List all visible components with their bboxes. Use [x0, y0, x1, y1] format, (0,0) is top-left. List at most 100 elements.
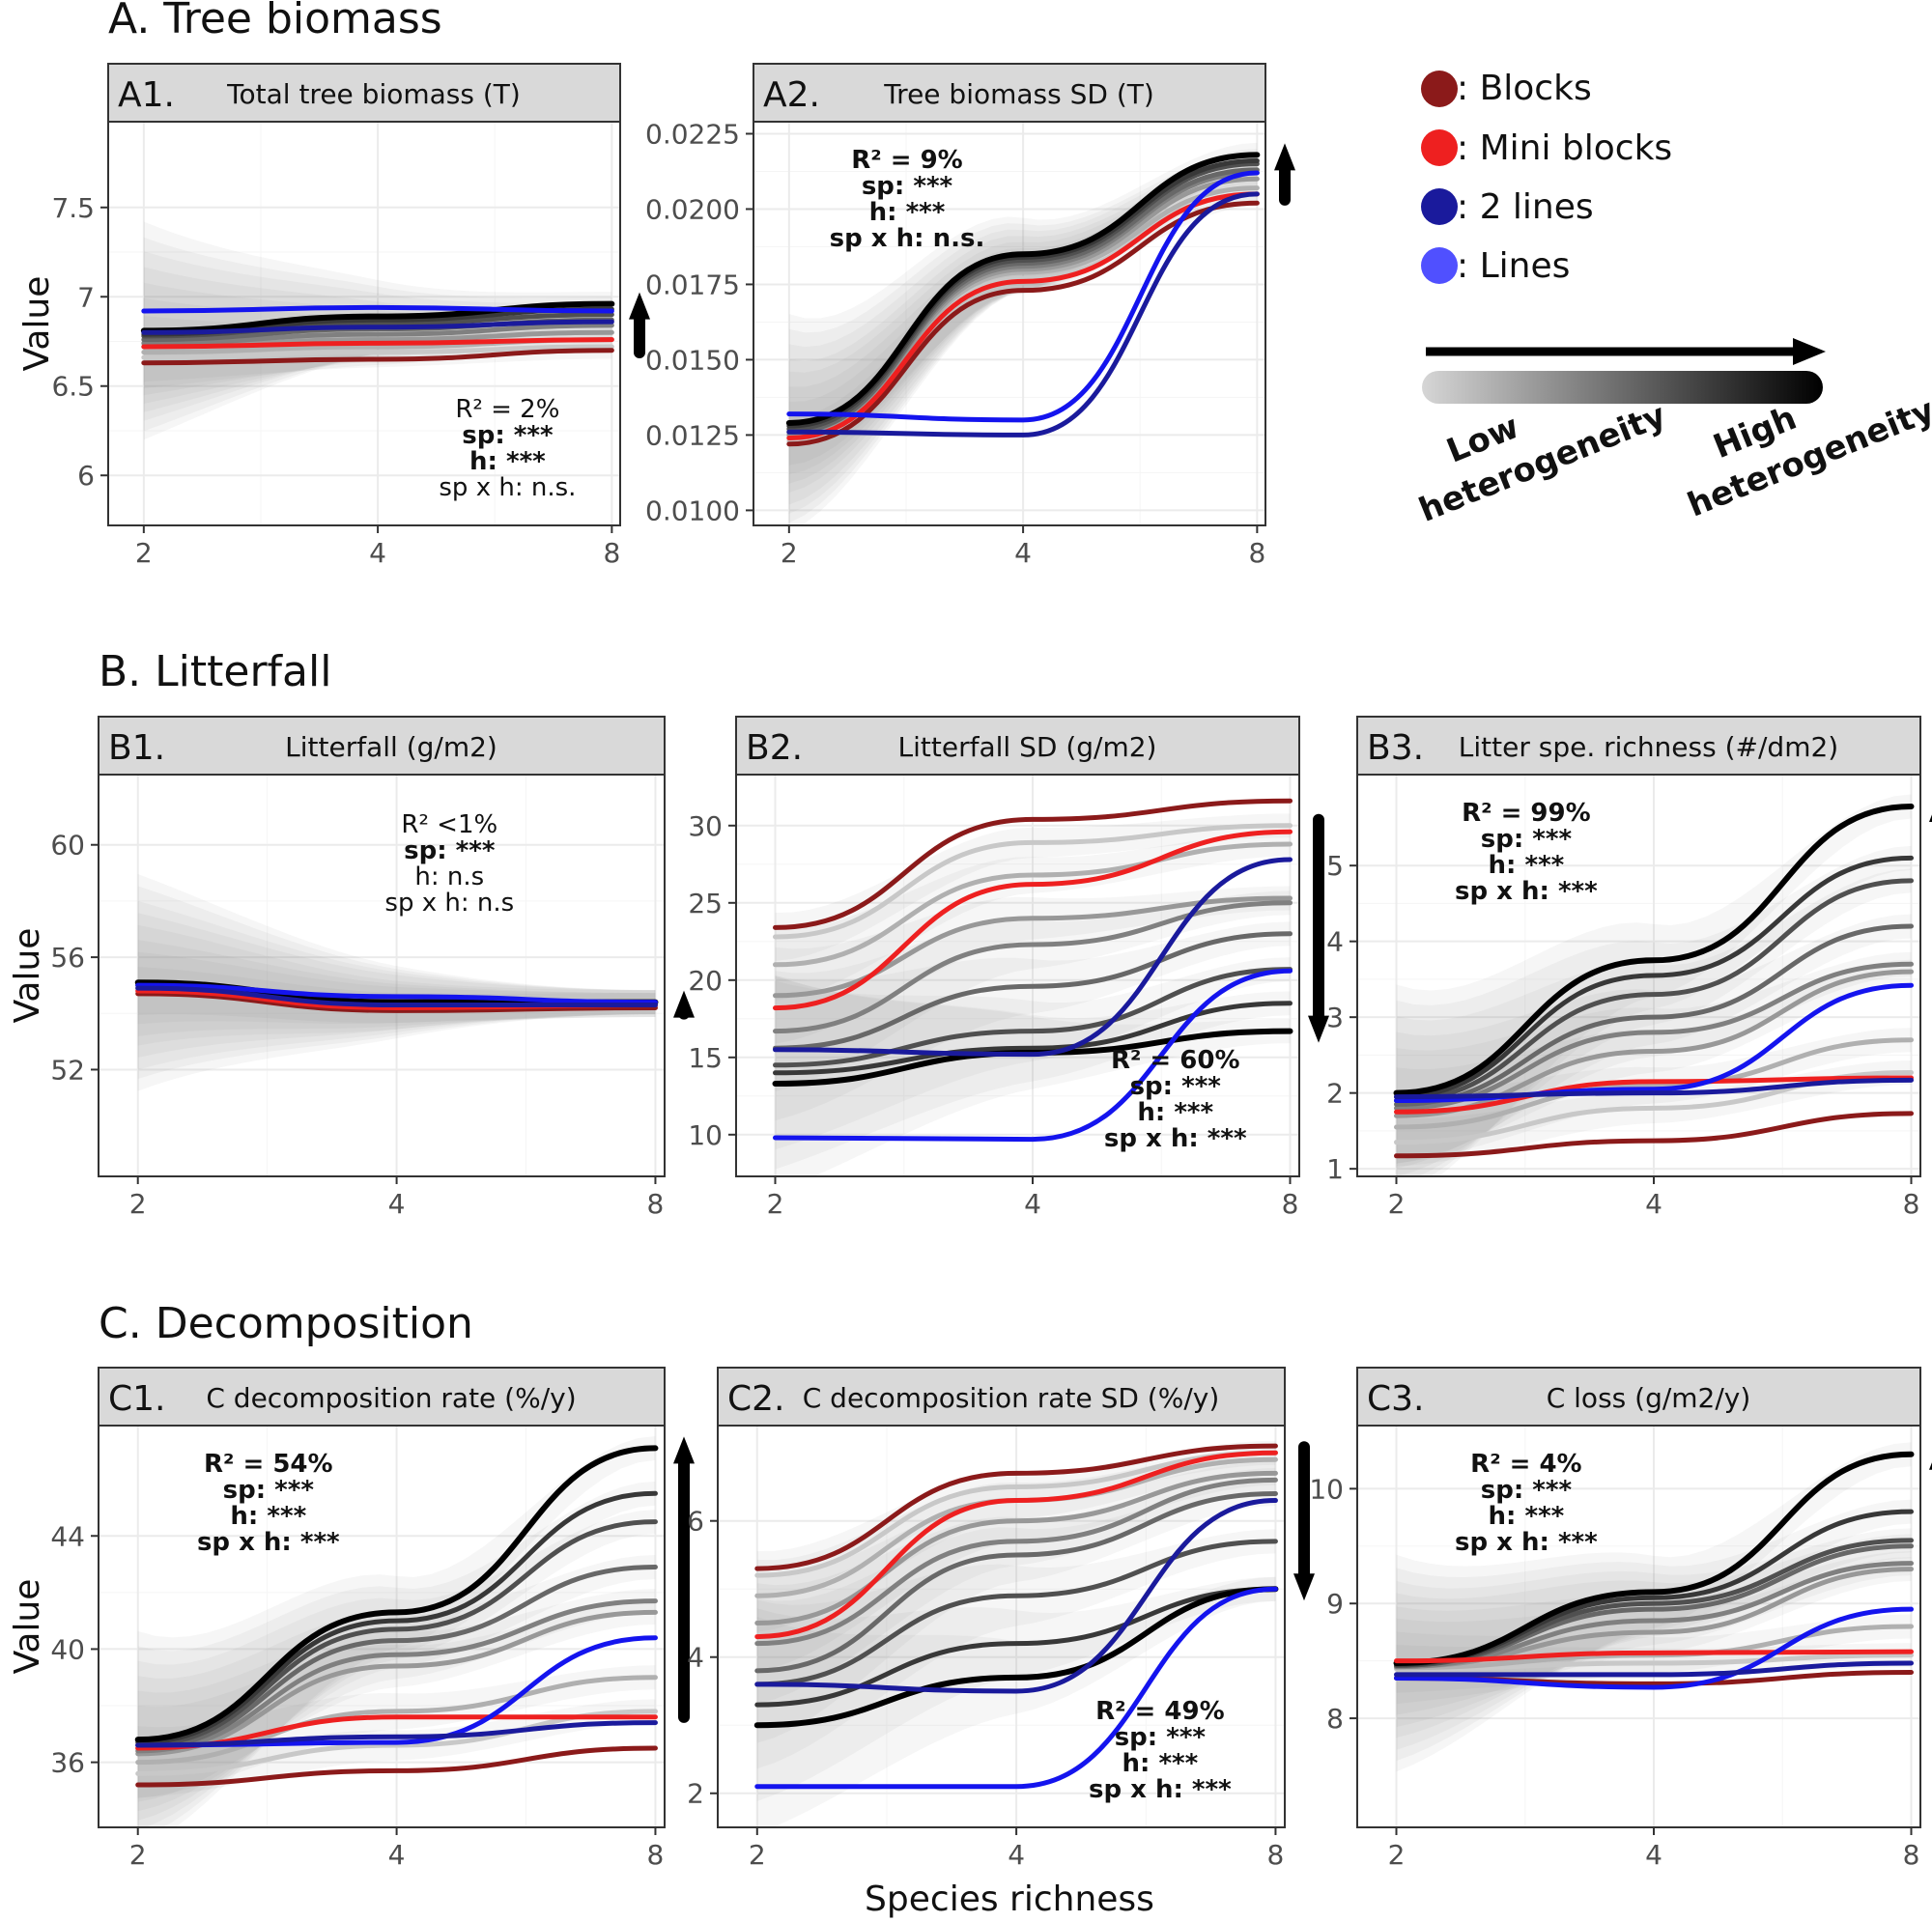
x-tick-label: 2 — [1388, 1839, 1406, 1871]
strip-b1 — [98, 716, 666, 776]
stats-line: h: *** — [1489, 1502, 1565, 1531]
series-line-heterogeneity-8 — [134, 1445, 659, 1743]
confidence-band — [137, 1665, 656, 1799]
y-tick-label: 0.0150 — [645, 344, 740, 376]
x-tick-label: 4 — [388, 1839, 406, 1871]
series-line-heterogeneity-8 — [785, 152, 1261, 426]
series-line-heterogeneity-7 — [135, 1490, 658, 1745]
panel-b3: B3. Litter spe. richness (#/dm2)2 4 812345R… — [1326, 716, 1932, 1220]
x-tick-label: 8 — [603, 537, 620, 569]
confidence-band — [137, 1554, 656, 1821]
legend-swatch-blocks — [1421, 71, 1458, 107]
series-line-lines — [135, 982, 658, 1005]
y-tick-label: 20 — [688, 965, 723, 997]
y-tick-label: 0.0225 — [645, 118, 740, 150]
series-line-heterogeneity-2 — [135, 1675, 658, 1766]
heterogeneity-effect-arrow — [673, 990, 695, 1020]
y-tick-label: 2 — [1326, 1078, 1344, 1110]
stats-line: h: *** — [1122, 1749, 1198, 1778]
y-tick-label: 60 — [50, 830, 85, 862]
series-lines — [753, 1440, 1279, 1827]
panel-title: C decomposition rate (%/y) — [206, 1382, 576, 1414]
confidence-band — [137, 940, 656, 1037]
strip-c2 — [717, 1367, 1286, 1427]
legend: : Blocks : Mini blocks : 2 lines : Lines… — [1413, 69, 1932, 530]
series-line-heterogeneity-5 — [135, 1564, 658, 1751]
x-tick-label: 8 — [1282, 1188, 1299, 1220]
y-tick-label: 3 — [1326, 1002, 1344, 1033]
y-tick-label: 6 — [77, 460, 95, 492]
confidence-band — [788, 157, 1258, 505]
panel-border — [1356, 1425, 1921, 1828]
series-line-blocks — [773, 798, 1293, 930]
series-line-heterogeneity-1 — [773, 823, 1293, 940]
panel-id-label: A1. — [118, 75, 175, 115]
series-line-heterogeneity-6 — [135, 1519, 658, 1748]
confidence-band — [137, 1599, 656, 1802]
series-line-heterogeneity-8 — [1393, 803, 1915, 1096]
y-tick-label: 25 — [688, 888, 723, 919]
confidence-band — [1396, 1534, 1912, 1738]
series-line-heterogeneity-5 — [1394, 923, 1915, 1107]
y-axis-label: Value — [17, 276, 57, 372]
series-line-lines — [773, 968, 1293, 1143]
stats-line: h: *** — [469, 447, 546, 476]
confidence-band — [788, 149, 1258, 523]
series-line-heterogeneity-3 — [754, 1470, 1278, 1625]
x-tick-label: 2 — [129, 1839, 147, 1871]
series-line-heterogeneity-1 — [754, 1450, 1278, 1578]
confidence-band — [1396, 868, 1912, 1176]
series-line-2-lines — [135, 1720, 658, 1748]
series-lines — [1393, 1442, 1915, 1772]
series-line-heterogeneity-3 — [1394, 969, 1915, 1118]
stats-annotation: R² <1%sp: ***h: n.ssp x h: n.s — [384, 810, 514, 918]
heterogeneity-gradient-bar — [1422, 371, 1823, 404]
y-tick-label: 0.0175 — [645, 269, 740, 300]
x-tick-label: 4 — [388, 1188, 406, 1220]
series-line-2-lines — [1394, 1077, 1915, 1100]
confidence-band — [137, 900, 656, 1070]
x-tick-label: 4 — [1008, 1839, 1025, 1871]
panel-title: Total tree biomass (T) — [226, 78, 521, 110]
x-tick-label: 2 — [135, 537, 153, 569]
series-line-heterogeneity-6 — [754, 1539, 1278, 1687]
arrow-head — [629, 292, 650, 320]
series-lines — [785, 142, 1261, 525]
stats-annotation: R² = 49%sp: ***h: ***sp x h: *** — [1089, 1697, 1232, 1804]
series-line-lines — [754, 1586, 1278, 1790]
series-line-2-lines — [135, 985, 658, 1008]
y-tick-label: 30 — [688, 810, 723, 842]
confidence-band — [788, 142, 1258, 525]
series-line-heterogeneity-4 — [754, 1477, 1278, 1647]
stats-line: sp: *** — [1115, 1723, 1207, 1752]
strip-c3 — [1356, 1367, 1921, 1427]
series-line-heterogeneity-8 — [140, 300, 615, 334]
arrow-head — [673, 990, 695, 1018]
stats-annotation: R² = 9%sp: ***h: ***sp x h: n.s. — [830, 146, 985, 253]
legend-swatch-mini-blocks — [1421, 129, 1458, 166]
panel-b2: B2. Litterfall SD (g/m2) 2 4 8 10 15 20 25 30 R² =… — [688, 716, 1329, 1220]
series-line-lines — [786, 170, 1260, 423]
panel-id-label: B1. — [108, 728, 165, 768]
stats-line: R² = 54% — [204, 1450, 333, 1479]
y-tick-label: 56 — [50, 942, 85, 974]
arrow-head — [1308, 1015, 1329, 1043]
series-line-heterogeneity-6 — [773, 967, 1293, 1068]
arrow-head — [1929, 814, 1932, 822]
series-lines — [140, 221, 615, 440]
series-lines — [1393, 794, 1915, 1176]
confidence-band — [788, 152, 1258, 514]
confidence-band — [1396, 951, 1912, 1169]
x-axis-label: Species richness — [865, 1880, 1154, 1919]
heterogeneity-effect-arrow — [1929, 1462, 1932, 1470]
panel-title: Tree biomass SD (T) — [883, 78, 1154, 110]
stats-line: sp x h: *** — [1455, 1528, 1598, 1557]
stats-annotation: R² = 99%sp: ***h: ***sp x h: *** — [1455, 799, 1598, 906]
stats-line: sp: *** — [223, 1476, 315, 1505]
confidence-band — [137, 913, 656, 1059]
stats-line: R² = 49% — [1095, 1697, 1225, 1726]
series-line-blocks — [754, 1443, 1278, 1571]
x-tick-label: 8 — [1267, 1839, 1285, 1871]
y-axis-label: Value — [8, 928, 47, 1024]
